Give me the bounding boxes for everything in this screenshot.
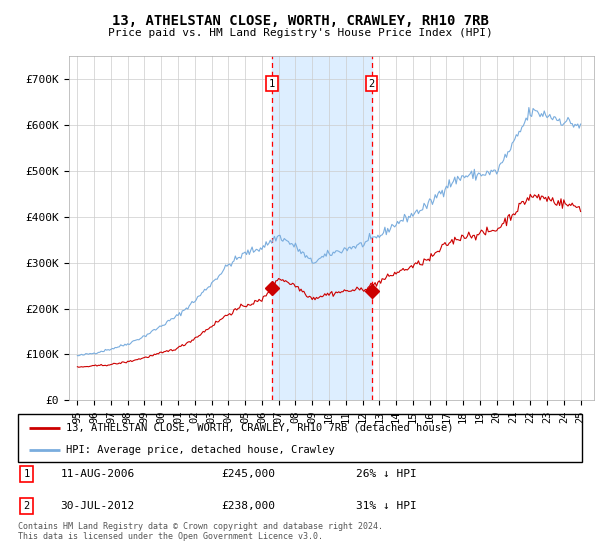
Text: HPI: Average price, detached house, Crawley: HPI: Average price, detached house, Craw… [66, 445, 335, 455]
Text: £245,000: £245,000 [221, 469, 275, 479]
Text: 31% ↓ HPI: 31% ↓ HPI [356, 501, 417, 511]
Text: 26% ↓ HPI: 26% ↓ HPI [356, 469, 417, 479]
Text: 11-AUG-2006: 11-AUG-2006 [60, 469, 134, 479]
Text: 2: 2 [368, 78, 375, 88]
Text: 13, ATHELSTAN CLOSE, WORTH, CRAWLEY, RH10 7RB: 13, ATHELSTAN CLOSE, WORTH, CRAWLEY, RH1… [112, 14, 488, 28]
Text: £238,000: £238,000 [221, 501, 275, 511]
Text: 30-JUL-2012: 30-JUL-2012 [60, 501, 134, 511]
Text: 13, ATHELSTAN CLOSE, WORTH, CRAWLEY, RH10 7RB (detached house): 13, ATHELSTAN CLOSE, WORTH, CRAWLEY, RH1… [66, 423, 454, 433]
Text: Contains HM Land Registry data © Crown copyright and database right 2024.
This d: Contains HM Land Registry data © Crown c… [18, 522, 383, 542]
Text: 1: 1 [23, 469, 29, 479]
Bar [272, 56, 372, 400]
Text: Price paid vs. HM Land Registry's House Price Index (HPI): Price paid vs. HM Land Registry's House … [107, 28, 493, 38]
Text: 2: 2 [23, 501, 29, 511]
Text: 1: 1 [269, 78, 275, 88]
